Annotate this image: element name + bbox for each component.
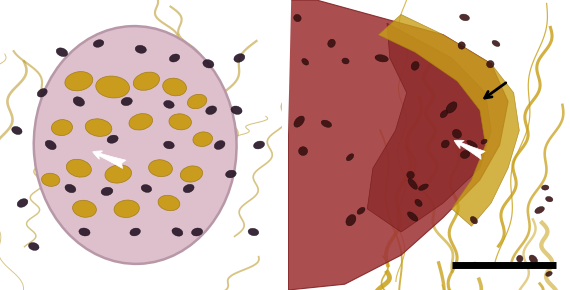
Ellipse shape — [180, 166, 203, 182]
Ellipse shape — [415, 199, 422, 206]
Polygon shape — [288, 0, 508, 290]
Ellipse shape — [299, 147, 308, 155]
Ellipse shape — [86, 119, 112, 136]
Ellipse shape — [169, 114, 192, 130]
Ellipse shape — [375, 55, 388, 62]
Ellipse shape — [545, 196, 553, 202]
Ellipse shape — [164, 101, 174, 108]
Ellipse shape — [79, 228, 90, 236]
Ellipse shape — [470, 216, 478, 224]
Ellipse shape — [453, 129, 462, 138]
Ellipse shape — [193, 132, 213, 146]
Ellipse shape — [254, 141, 264, 149]
Ellipse shape — [346, 215, 356, 226]
Ellipse shape — [56, 48, 68, 57]
Ellipse shape — [446, 102, 457, 113]
Ellipse shape — [542, 185, 549, 190]
Ellipse shape — [226, 170, 236, 178]
Ellipse shape — [96, 76, 129, 98]
Ellipse shape — [37, 88, 47, 97]
Ellipse shape — [66, 159, 91, 177]
Ellipse shape — [408, 179, 417, 189]
Ellipse shape — [45, 140, 56, 150]
Ellipse shape — [357, 207, 365, 214]
Ellipse shape — [93, 40, 104, 47]
Ellipse shape — [248, 228, 259, 236]
Ellipse shape — [481, 139, 487, 144]
Ellipse shape — [192, 228, 203, 236]
Ellipse shape — [141, 185, 152, 192]
Ellipse shape — [73, 97, 84, 106]
Ellipse shape — [231, 106, 242, 114]
Ellipse shape — [535, 206, 544, 213]
Ellipse shape — [302, 58, 308, 65]
Ellipse shape — [12, 126, 22, 135]
Ellipse shape — [130, 228, 140, 236]
Ellipse shape — [459, 14, 470, 21]
Ellipse shape — [440, 110, 448, 118]
Ellipse shape — [321, 120, 332, 127]
Ellipse shape — [214, 141, 225, 149]
Ellipse shape — [408, 212, 418, 221]
Polygon shape — [367, 23, 491, 232]
Ellipse shape — [529, 255, 538, 264]
Ellipse shape — [135, 45, 146, 53]
Ellipse shape — [149, 160, 173, 177]
Ellipse shape — [107, 135, 118, 143]
Ellipse shape — [206, 106, 217, 115]
Ellipse shape — [188, 94, 207, 109]
Ellipse shape — [162, 78, 186, 96]
Ellipse shape — [487, 61, 494, 68]
Ellipse shape — [441, 140, 449, 148]
Ellipse shape — [468, 262, 478, 267]
Ellipse shape — [347, 154, 354, 161]
Ellipse shape — [411, 61, 419, 70]
Ellipse shape — [164, 141, 174, 149]
Ellipse shape — [234, 54, 245, 62]
Ellipse shape — [545, 271, 552, 276]
Ellipse shape — [158, 195, 180, 211]
Ellipse shape — [105, 165, 132, 183]
Polygon shape — [378, 14, 519, 226]
Ellipse shape — [169, 54, 180, 62]
Ellipse shape — [458, 42, 465, 49]
Ellipse shape — [65, 72, 93, 91]
Ellipse shape — [17, 199, 28, 207]
Ellipse shape — [492, 40, 500, 46]
Ellipse shape — [294, 14, 301, 22]
Ellipse shape — [183, 184, 194, 193]
Ellipse shape — [407, 171, 414, 179]
Ellipse shape — [101, 187, 113, 195]
Ellipse shape — [28, 243, 39, 250]
Ellipse shape — [203, 60, 214, 68]
Ellipse shape — [294, 116, 304, 127]
Ellipse shape — [418, 184, 428, 191]
Ellipse shape — [133, 72, 160, 90]
Ellipse shape — [172, 228, 183, 236]
Ellipse shape — [42, 173, 60, 186]
Ellipse shape — [516, 255, 523, 262]
Ellipse shape — [72, 200, 96, 217]
Ellipse shape — [129, 114, 153, 130]
Ellipse shape — [461, 151, 470, 158]
Ellipse shape — [34, 26, 237, 264]
Ellipse shape — [467, 140, 477, 147]
Ellipse shape — [51, 119, 72, 136]
Ellipse shape — [328, 39, 335, 47]
Ellipse shape — [342, 58, 349, 64]
Ellipse shape — [65, 184, 76, 193]
Ellipse shape — [121, 97, 132, 106]
Ellipse shape — [114, 200, 139, 218]
